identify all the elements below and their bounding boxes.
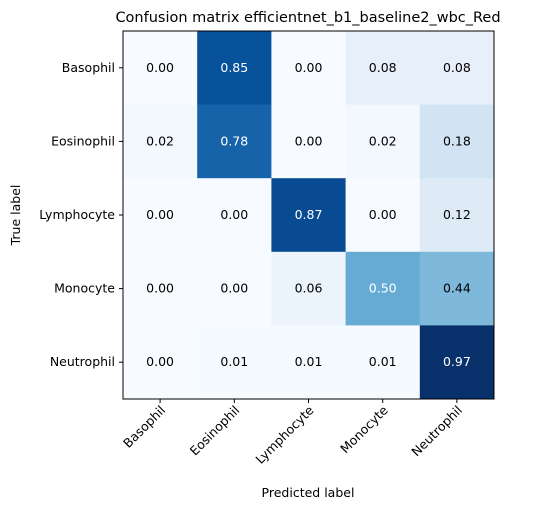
heatmap-cell bbox=[271, 104, 347, 179]
cell-value-label: 0.97 bbox=[443, 354, 471, 369]
y-tick-label: Basophil bbox=[62, 60, 115, 75]
heatmap-cell bbox=[197, 325, 272, 400]
y-axis-ticks: Basophil Eosinophil Lymphocyte Monocyte Neut… bbox=[39, 60, 123, 369]
cell-value-label: 0.00 bbox=[295, 60, 323, 75]
x-tick-label: Monocyte bbox=[337, 402, 391, 456]
cell-value-label: 0.08 bbox=[369, 60, 397, 75]
heatmap-cell bbox=[271, 251, 347, 326]
cell-value-label: 0.00 bbox=[146, 281, 174, 296]
y-tick-label: Monocyte bbox=[54, 281, 115, 296]
y-tick-label: Eosinophil bbox=[51, 133, 115, 148]
cell-value-label: 0.00 bbox=[146, 354, 174, 369]
heatmap-cell bbox=[123, 31, 198, 106]
cell-value-label: 0.00 bbox=[146, 60, 174, 75]
heatmap-cell bbox=[419, 178, 495, 253]
heatmap-cell bbox=[123, 251, 198, 326]
cell-value-label: 0.18 bbox=[443, 133, 471, 148]
heatmap-cell bbox=[271, 31, 347, 106]
heatmap-cell bbox=[197, 31, 272, 106]
heatmap-cell bbox=[197, 104, 272, 179]
heatmap-cell bbox=[197, 251, 272, 326]
cell-value-label: 0.00 bbox=[220, 281, 248, 296]
heatmap-cell bbox=[271, 178, 347, 253]
heatmap-cell bbox=[419, 251, 495, 326]
cell-value-label: 0.44 bbox=[443, 281, 471, 296]
cell-value-label: 0.50 bbox=[369, 281, 397, 296]
heatmap-cell bbox=[345, 31, 421, 106]
cell-value-label: 0.08 bbox=[443, 60, 471, 75]
heatmap-cell bbox=[197, 178, 272, 253]
heatmap-cell bbox=[345, 104, 421, 179]
heatmap-cell bbox=[123, 104, 198, 179]
x-tick-label: Basophil bbox=[120, 403, 168, 451]
chart-title: Confusion matrix efficientnet_b1_baselin… bbox=[115, 10, 500, 26]
y-tick-label: Lymphocyte bbox=[39, 207, 115, 222]
cell-value-label: 0.02 bbox=[369, 133, 397, 148]
cell-value-label: 0.85 bbox=[220, 60, 248, 75]
heatmap-cell bbox=[345, 251, 421, 326]
x-tick-label: Neutrophil bbox=[408, 403, 465, 460]
heatmap-cell bbox=[419, 325, 495, 400]
heatmap-cell bbox=[345, 178, 421, 253]
cell-value-labels: 0.00 0.85 0.00 0.08 0.08 0.02 0.78 0.00 0.02 0.18… bbox=[146, 60, 471, 369]
cell-value-label: 0.02 bbox=[146, 133, 174, 148]
x-tick-label: Lymphocyte bbox=[252, 402, 316, 466]
cell-value-label: 0.01 bbox=[220, 354, 248, 369]
cell-value-label: 0.87 bbox=[295, 207, 323, 222]
heatmap-cell bbox=[123, 178, 198, 253]
heatmap-cells bbox=[123, 31, 495, 400]
y-axis-label: True label bbox=[8, 185, 23, 247]
cell-value-label: 0.12 bbox=[443, 207, 471, 222]
heatmap-cell bbox=[123, 325, 198, 400]
x-tick-label: Eosinophil bbox=[187, 403, 243, 459]
heatmap-cell bbox=[419, 31, 495, 106]
cell-value-label: 0.00 bbox=[220, 207, 248, 222]
cell-value-label: 0.00 bbox=[369, 207, 397, 222]
cell-value-label: 0.01 bbox=[369, 354, 397, 369]
cell-value-label: 0.01 bbox=[295, 354, 323, 369]
x-axis-label: Predicted label bbox=[262, 485, 355, 500]
cell-value-label: 0.00 bbox=[146, 207, 174, 222]
cell-value-label: 0.00 bbox=[295, 133, 323, 148]
x-axis-ticks: Basophil Eosinophil Lymphocyte Monocyte Neut… bbox=[120, 399, 465, 467]
cell-value-label: 0.78 bbox=[220, 133, 248, 148]
heatmap-cell bbox=[419, 104, 495, 179]
y-tick-label: Neutrophil bbox=[50, 354, 115, 369]
heatmap-cell bbox=[271, 325, 347, 400]
cell-value-label: 0.06 bbox=[295, 281, 323, 296]
heatmap-cell bbox=[345, 325, 421, 400]
